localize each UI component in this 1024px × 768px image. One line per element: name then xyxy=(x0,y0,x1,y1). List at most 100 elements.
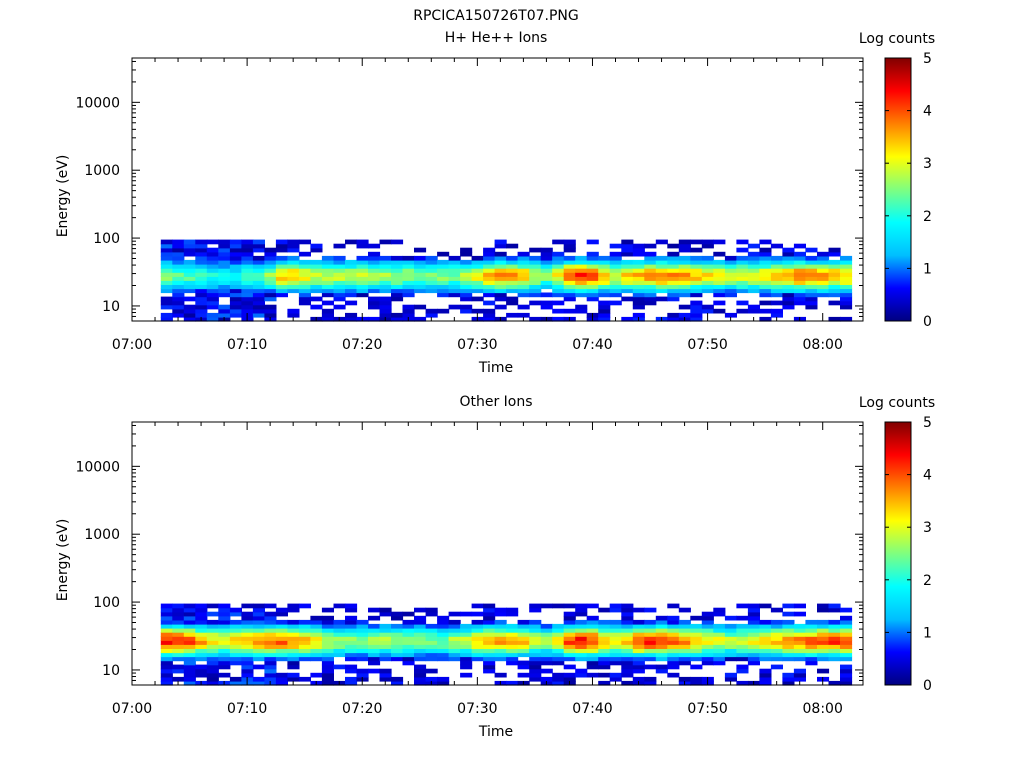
heatmap-cell xyxy=(379,284,392,290)
heatmap-cell xyxy=(724,255,737,261)
heatmap-cell xyxy=(540,280,553,285)
heatmap-cell xyxy=(586,296,599,302)
heatmap-cell xyxy=(160,268,173,273)
heatmap-cell xyxy=(529,268,542,273)
heatmap-cell xyxy=(437,251,450,257)
heatmap-cell xyxy=(275,247,288,253)
heatmap-cell xyxy=(644,272,657,277)
heatmap-cell xyxy=(713,292,726,298)
x-tick-label: 07:50 xyxy=(687,701,727,717)
heatmap-cell xyxy=(460,636,473,641)
heatmap-cell xyxy=(414,255,427,261)
heatmap-cell xyxy=(195,247,208,253)
heatmap-cell xyxy=(552,672,565,678)
heatmap-cell xyxy=(160,312,173,318)
plot-frame xyxy=(131,421,864,686)
heatmap-cell xyxy=(678,676,691,682)
heatmap-cell xyxy=(759,603,772,609)
heatmap-cell xyxy=(759,676,772,682)
heatmap-cell xyxy=(621,668,634,674)
heatmap-cell xyxy=(609,251,622,257)
heatmap-cell xyxy=(770,652,783,658)
heatmap-cell xyxy=(379,652,392,658)
heatmap-cell xyxy=(483,247,496,253)
heatmap-cell xyxy=(828,292,841,298)
heatmap-cell xyxy=(598,623,611,629)
heatmap-cell xyxy=(770,288,783,294)
heatmap-cell xyxy=(402,308,415,314)
heatmap-cell xyxy=(770,264,783,269)
heatmap-cell xyxy=(828,652,841,658)
heatmap-cell xyxy=(229,272,242,277)
heatmap-cell xyxy=(609,644,622,649)
heatmap-cell xyxy=(241,272,254,277)
heatmap-cell xyxy=(402,660,415,666)
heatmap-cell xyxy=(494,644,507,649)
heatmap-cell xyxy=(828,300,841,306)
heatmap-cell xyxy=(828,680,841,686)
heatmap-cell xyxy=(701,615,714,621)
heatmap-cell xyxy=(759,644,772,649)
heatmap-cell xyxy=(713,264,726,269)
heatmap-cell xyxy=(241,603,254,609)
colorbar-tick-label: 2 xyxy=(923,573,932,589)
heatmap-cell xyxy=(817,251,830,257)
heatmap-cell xyxy=(287,644,300,649)
heatmap-cell xyxy=(206,644,219,649)
heatmap-cell xyxy=(229,288,242,294)
heatmap-cell xyxy=(218,652,231,658)
heatmap-cell xyxy=(368,296,381,302)
heatmap-cell xyxy=(218,308,231,314)
heatmap-cell xyxy=(183,607,196,613)
heatmap-cell xyxy=(264,640,277,645)
heatmap-cell xyxy=(356,272,369,277)
heatmap-cell xyxy=(206,259,219,265)
heatmap-cell xyxy=(575,632,588,637)
heatmap-cell xyxy=(598,607,611,613)
heatmap-cell xyxy=(298,632,311,637)
heatmap-cell xyxy=(817,652,830,658)
heatmap-cell xyxy=(333,272,346,277)
heatmap-cell xyxy=(471,632,484,637)
heatmap-cell xyxy=(414,316,427,322)
heatmap-cell xyxy=(218,243,231,249)
heatmap-cell xyxy=(471,288,484,294)
heatmap-cell xyxy=(517,660,530,666)
heatmap-cell xyxy=(517,304,530,310)
heatmap-cell xyxy=(759,300,772,306)
heatmap-cell xyxy=(345,316,358,322)
heatmap-cell xyxy=(483,644,496,649)
heatmap-cell xyxy=(701,611,714,617)
heatmap-cell xyxy=(460,276,473,281)
heatmap-cell xyxy=(840,676,853,682)
heatmap-cell xyxy=(667,268,680,273)
heatmap-cell xyxy=(160,632,173,637)
heatmap-cell xyxy=(494,656,507,662)
heatmap-cell xyxy=(609,272,622,277)
heatmap-cell xyxy=(632,312,645,318)
heatmap-cell xyxy=(632,296,645,302)
heatmap-cell xyxy=(333,259,346,265)
heatmap-cell xyxy=(632,280,645,285)
heatmap-cell xyxy=(678,660,691,666)
heatmap-cell xyxy=(460,660,473,666)
heatmap-cell xyxy=(598,636,611,641)
heatmap-cell xyxy=(425,632,438,637)
heatmap-cell xyxy=(575,656,588,662)
heatmap-cell xyxy=(598,664,611,670)
heatmap-cell xyxy=(391,288,404,294)
heatmap-cell xyxy=(713,300,726,306)
heatmap-cell xyxy=(172,656,185,662)
heatmap-cell xyxy=(241,296,254,302)
heatmap-cell xyxy=(598,632,611,637)
heatmap-cell xyxy=(575,280,588,285)
heatmap-cell xyxy=(655,623,668,629)
heatmap-cell xyxy=(540,676,553,682)
heatmap-cell xyxy=(552,280,565,285)
heatmap-cell xyxy=(770,292,783,298)
heatmap-cell xyxy=(183,680,196,686)
heatmap-cell xyxy=(310,259,323,265)
heatmap-cell xyxy=(621,288,634,294)
heatmap-cell xyxy=(252,276,265,281)
heatmap-cell xyxy=(287,648,300,654)
